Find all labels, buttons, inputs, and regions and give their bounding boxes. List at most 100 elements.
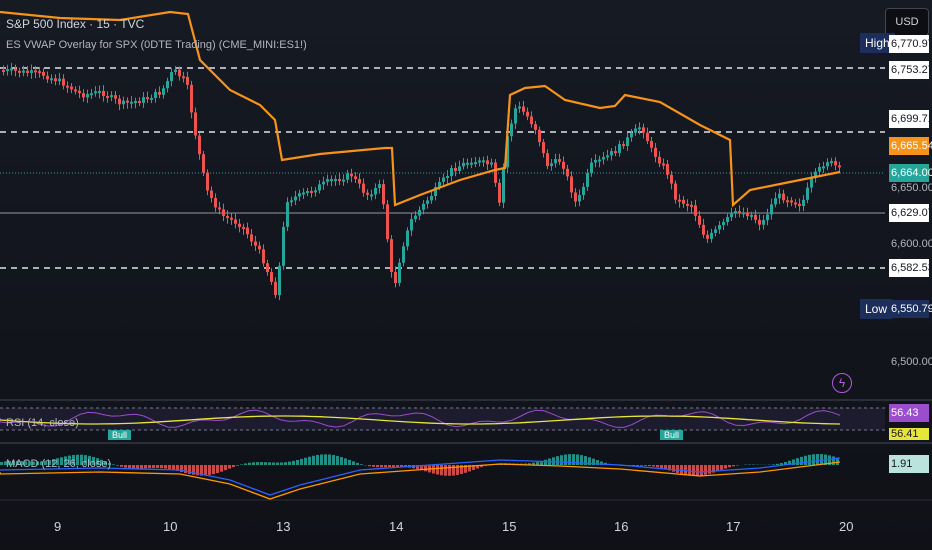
candle-body (82, 93, 85, 98)
macd-histogram-bar (424, 465, 427, 472)
macd-histogram-bar (84, 455, 87, 465)
macd-histogram-bar (208, 465, 211, 475)
candle-body (442, 177, 445, 183)
macd-histogram-bar (100, 459, 103, 465)
candle-body (322, 181, 325, 185)
macd-histogram-bar (60, 457, 63, 465)
candle-body (822, 166, 825, 169)
currency-button[interactable]: USD (885, 8, 929, 36)
candle-body (754, 214, 757, 220)
candle-body (510, 123, 513, 137)
macd-histogram-bar (716, 465, 719, 472)
macd-histogram-bar (476, 465, 479, 469)
candle-body (86, 94, 89, 98)
candle-body (130, 101, 133, 104)
candle-body (422, 203, 425, 210)
macd-histogram-bar (556, 456, 559, 465)
candle-body (338, 178, 341, 181)
candle-body (550, 163, 553, 167)
candle-body (574, 192, 577, 202)
macd-histogram-bar (456, 465, 459, 475)
macd-histogram-bar (12, 460, 15, 465)
macd-histogram-bar (328, 454, 331, 465)
macd-histogram-bar (784, 461, 787, 465)
macd-histogram-bar (264, 462, 267, 465)
macd-histogram-bar (600, 461, 603, 465)
macd-histogram-bar (336, 455, 339, 465)
macd-histogram-bar (324, 454, 327, 465)
macd-label[interactable]: MACD (12, 26, close) (6, 458, 112, 470)
candle-body (170, 72, 173, 81)
candle-body (598, 159, 601, 162)
candle-body (650, 140, 653, 148)
macd-histogram-bar (244, 463, 247, 465)
candle-body (430, 195, 433, 201)
macd-histogram-bar (528, 463, 531, 465)
candle-body (690, 204, 693, 207)
macd-histogram-bar (776, 463, 779, 465)
candle-body (666, 164, 669, 175)
candle-body (306, 190, 309, 193)
candle-body (410, 219, 413, 231)
candle-body (158, 91, 161, 95)
macd-histogram-bar (712, 465, 715, 473)
candle-body (98, 90, 101, 93)
macd-histogram-bar (180, 465, 183, 472)
candle-body (394, 272, 397, 284)
candle-body (266, 263, 269, 273)
candle-body (22, 70, 25, 73)
macd-histogram-bar (76, 454, 79, 465)
symbol-title[interactable]: S&P 500 Index · 15 · TVC (6, 17, 145, 31)
macd-histogram-bar (588, 457, 591, 465)
candle-body (226, 215, 229, 218)
indicator-title[interactable]: ES VWAP Overlay for SPX (0DTE Trading) (… (6, 39, 307, 51)
candle-body (262, 249, 265, 264)
macd-histogram-bar (560, 455, 563, 465)
candle-body (418, 209, 421, 216)
candle-body (114, 95, 117, 99)
macd-histogram-bar (444, 465, 447, 476)
candle-body (814, 171, 817, 178)
candle-body (506, 136, 509, 168)
macd-histogram-bar (404, 465, 407, 468)
candle-body (290, 200, 293, 203)
candle-body (374, 188, 377, 195)
candle-body (426, 200, 429, 204)
candle-body (710, 232, 713, 239)
macd-histogram-bar (116, 465, 119, 466)
candle-body (718, 225, 721, 230)
candle-body (70, 86, 73, 90)
candle-body (134, 101, 137, 104)
candle-body (30, 70, 33, 73)
macd-histogram-bar (124, 465, 127, 468)
candle-body (282, 226, 285, 266)
macd-histogram-bar (836, 457, 839, 465)
candle-body (18, 70, 21, 73)
candle-body (438, 182, 441, 188)
macd-histogram-bar (544, 459, 547, 465)
lightning-icon[interactable]: ϟ (832, 373, 852, 393)
macd-histogram-bar (468, 465, 471, 472)
macd-histogram-bar (572, 454, 575, 465)
macd-histogram-bar (128, 465, 131, 469)
candle-body (270, 272, 273, 282)
macd-histogram-bar (56, 458, 59, 465)
candle-body (142, 97, 145, 103)
macd-histogram-bar (564, 454, 567, 465)
macd-histogram-bar (660, 465, 663, 469)
candle-body (522, 106, 525, 112)
candle-body (778, 193, 781, 199)
high-tag: High (860, 33, 895, 53)
tick-6500: 6,500.00 (891, 356, 932, 368)
macd-histogram-bar (448, 465, 451, 476)
macd-histogram-bar (168, 465, 171, 470)
macd-histogram-bar (540, 460, 543, 465)
macd-histogram-bar (228, 465, 231, 469)
candle-body (798, 203, 801, 207)
macd-histogram-bar (812, 454, 815, 465)
candle-body (546, 153, 549, 167)
rsi-label[interactable]: RSI (14, close) (6, 417, 79, 429)
macd-histogram-bar (568, 454, 571, 465)
candle-body (254, 241, 257, 246)
